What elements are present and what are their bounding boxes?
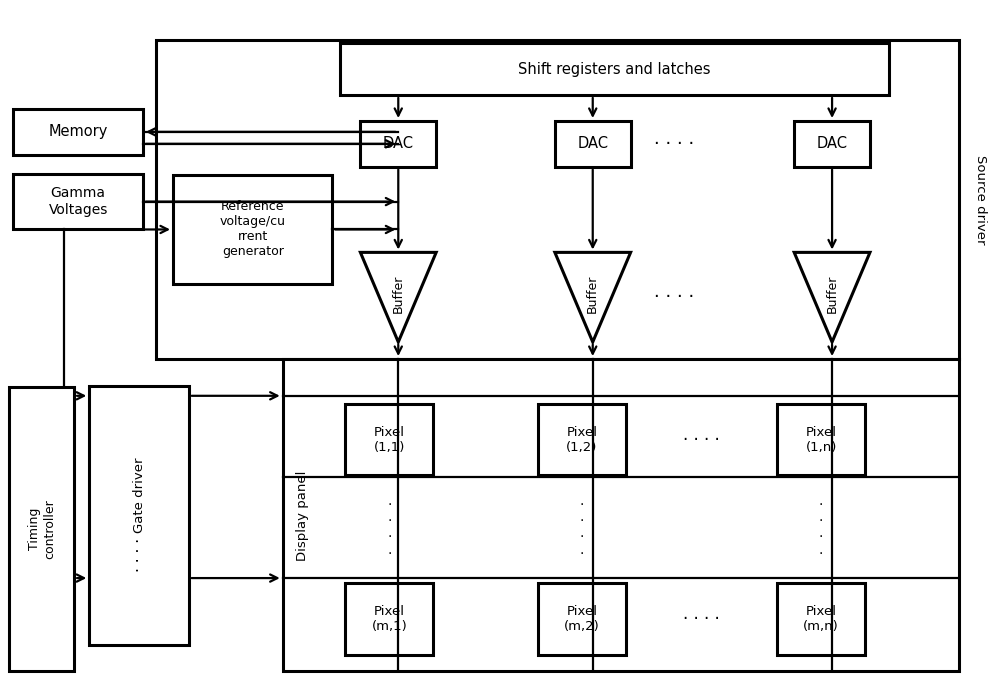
Text: Pixel
(1,n): Pixel (1,n) — [805, 425, 837, 454]
Text: ·
·
·
·: · · · · — [819, 498, 823, 561]
Bar — [9, 387, 74, 670]
Text: Buffer: Buffer — [392, 275, 405, 314]
Bar — [555, 121, 631, 167]
Text: · · · ·: · · · · — [683, 431, 720, 448]
Text: Pixel
(1,1): Pixel (1,1) — [374, 425, 405, 454]
Text: Buffer: Buffer — [826, 275, 839, 314]
Text: Source driver: Source driver — [974, 155, 987, 244]
Text: Reference
voltage/cu
rrent
generator: Reference voltage/cu rrent generator — [220, 201, 286, 258]
Bar — [13, 109, 143, 155]
Bar — [538, 583, 626, 654]
Bar — [794, 121, 870, 167]
Text: · · · ·: · · · · — [654, 135, 695, 153]
Bar — [345, 583, 433, 654]
Text: Gamma
Voltages: Gamma Voltages — [48, 187, 108, 217]
Bar — [89, 386, 189, 645]
Bar — [156, 40, 959, 359]
Bar — [283, 359, 959, 670]
Text: DAC: DAC — [817, 136, 848, 151]
Bar — [777, 404, 865, 475]
Text: DAC: DAC — [577, 136, 608, 151]
Text: Pixel
(1,2): Pixel (1,2) — [566, 425, 597, 454]
Text: Pixel
(m,n): Pixel (m,n) — [803, 605, 839, 633]
Bar — [345, 404, 433, 475]
Bar — [173, 175, 332, 285]
Text: Display panel: Display panel — [296, 470, 309, 561]
Bar — [538, 404, 626, 475]
Text: Timing
controller: Timing controller — [28, 499, 56, 559]
Polygon shape — [794, 253, 870, 342]
Text: Memory: Memory — [48, 124, 108, 139]
Bar — [777, 583, 865, 654]
Text: · · · ·: · · · · — [132, 538, 147, 573]
Text: · · · ·: · · · · — [654, 288, 695, 306]
Polygon shape — [360, 253, 436, 342]
Text: · · · ·: · · · · — [683, 610, 720, 628]
Text: ·
·
·
·: · · · · — [580, 498, 584, 561]
Text: Buffer: Buffer — [586, 275, 599, 314]
Text: Pixel
(m,1): Pixel (m,1) — [371, 605, 407, 633]
Text: Pixel
(m,2): Pixel (m,2) — [564, 605, 600, 633]
Text: DAC: DAC — [383, 136, 414, 151]
Text: ·
·
·
·: · · · · — [387, 498, 391, 561]
Bar — [340, 43, 889, 95]
Polygon shape — [555, 253, 631, 342]
Text: Shift registers and latches: Shift registers and latches — [518, 62, 711, 76]
Text: Gate driver: Gate driver — [133, 457, 146, 533]
Bar — [360, 121, 436, 167]
Bar — [13, 174, 143, 230]
